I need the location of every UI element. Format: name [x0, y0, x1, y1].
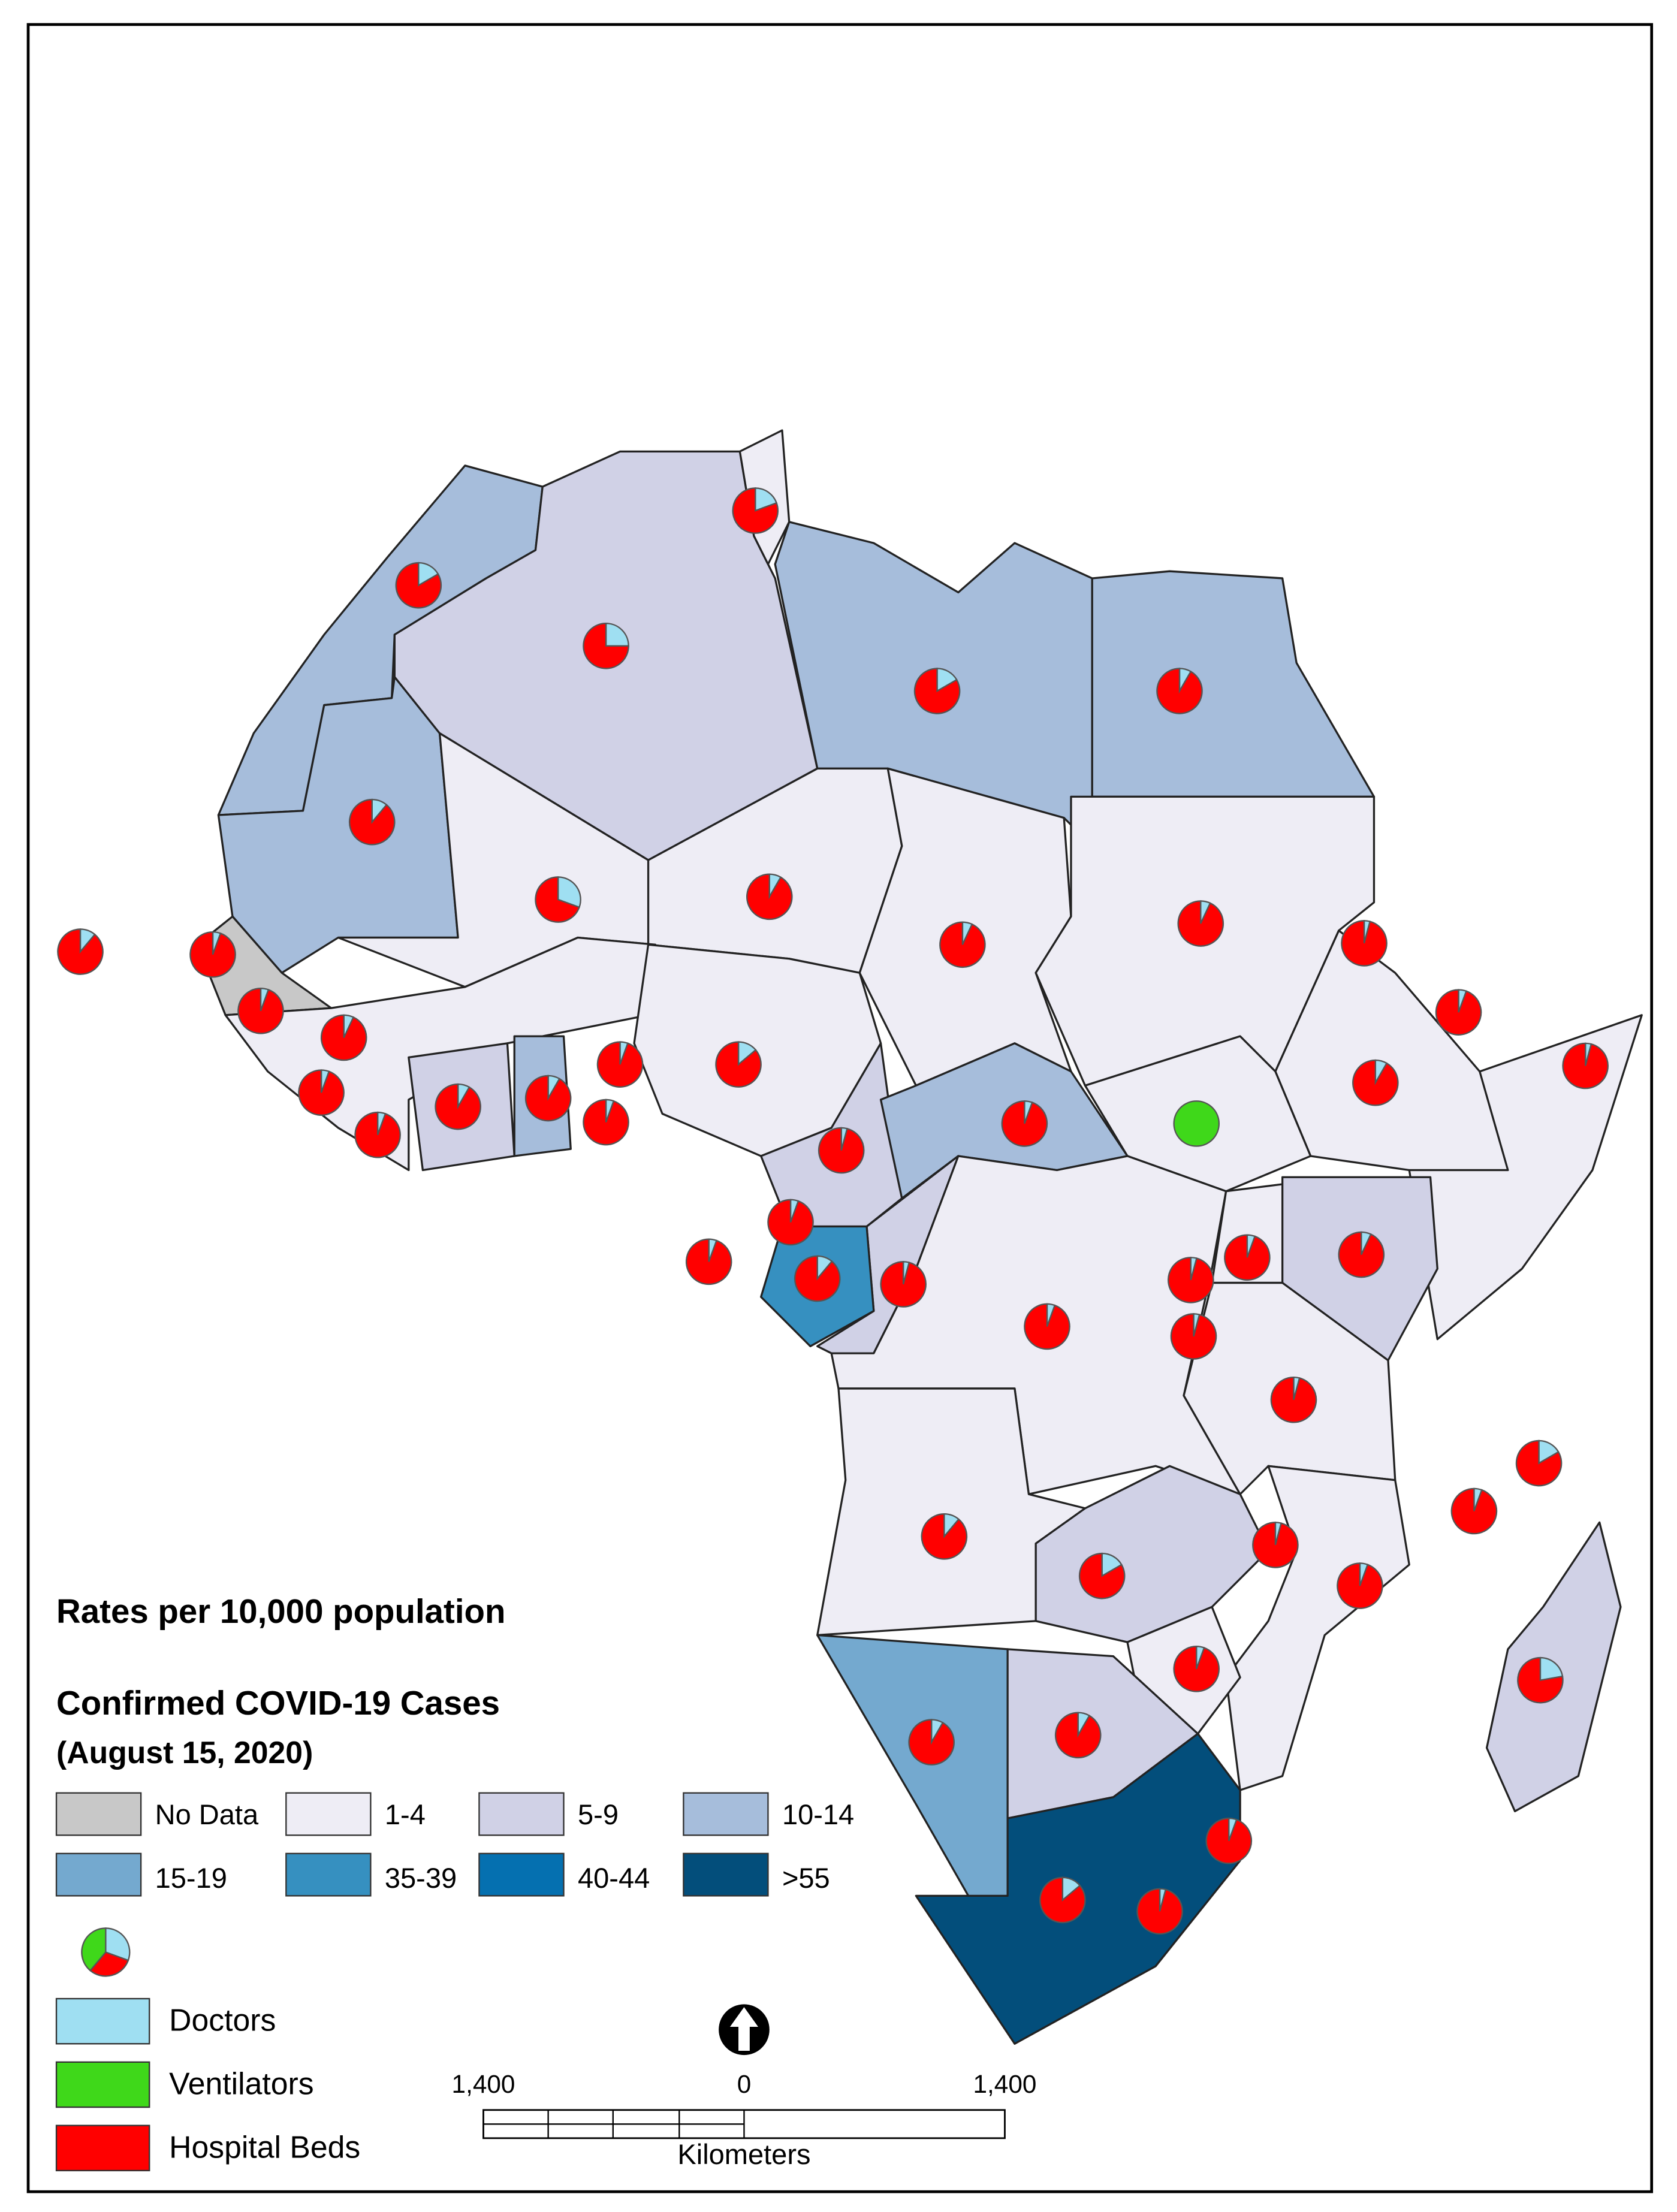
legend-label: Doctors — [169, 2003, 276, 2038]
pie-slice — [746, 873, 793, 921]
pie-slice — [908, 1719, 955, 1766]
pie-slice — [1341, 920, 1388, 967]
pie-slice — [89, 1951, 129, 1977]
pie-slice — [1352, 1059, 1399, 1106]
pie-slice — [1156, 668, 1203, 714]
pie-symbol — [1173, 1100, 1220, 1147]
pie-slice — [298, 1069, 345, 1116]
legend-swatch — [683, 1852, 769, 1897]
legend-label: 15-19 — [155, 1862, 227, 1894]
legend-title: Rates per 10,000 population — [56, 1592, 505, 1630]
legend-label: >55 — [782, 1862, 830, 1894]
pie-slice — [354, 1111, 401, 1158]
scale-label: 1,400 — [452, 2070, 515, 2098]
pie-slice — [913, 668, 961, 714]
pie-slice — [1270, 1376, 1317, 1423]
pie-slice — [1338, 1231, 1385, 1278]
legend-swatch — [285, 1852, 372, 1897]
pie-slice — [921, 1513, 968, 1560]
legend-swatch — [478, 1852, 565, 1897]
pie-slice — [1078, 1552, 1126, 1600]
pie-slice — [237, 987, 284, 1034]
legend-label: 35-39 — [385, 1862, 457, 1894]
legend-label: 40-44 — [578, 1862, 650, 1894]
scale-bar: 1,400 0 1,400 Kilometers — [452, 2070, 1037, 2170]
pie-slice — [767, 1199, 814, 1246]
pie-slice — [1539, 1656, 1564, 1682]
pie-slice — [1024, 1303, 1070, 1350]
legend-date: (August 15, 2020) — [56, 1735, 313, 1770]
legend-swatch — [55, 1997, 150, 2045]
legend-label: 1-4 — [385, 1798, 426, 1830]
pie-slice — [939, 921, 986, 968]
country — [1408, 1014, 1643, 1341]
scale-label: 0 — [737, 2070, 752, 2098]
pie-slice — [1450, 1487, 1498, 1535]
pie-slice — [583, 1099, 629, 1146]
pie-slice — [1001, 1100, 1048, 1147]
pie-slice — [395, 562, 442, 609]
pie-slice — [1515, 1440, 1563, 1487]
legend-label: 10-14 — [782, 1798, 854, 1830]
legend-swatch — [683, 1792, 769, 1836]
pie-slice — [1224, 1234, 1271, 1281]
pie-slice — [557, 876, 581, 909]
pie-slice — [1205, 1817, 1253, 1864]
pie-slice — [685, 1238, 732, 1285]
pie-slice — [435, 1083, 481, 1130]
legend-subtitle: Confirmed COVID-19 Cases — [56, 1684, 500, 1722]
pie-slice — [189, 931, 236, 978]
legend-label: 5-9 — [578, 1798, 619, 1830]
pie-slice — [1517, 1656, 1564, 1704]
legend: No Data 1-4 5-9 10-14 15-19 35-39 40-44 >55 Doct… — [55, 1792, 854, 2172]
pie-slice — [1136, 1888, 1183, 1935]
pie-slice — [320, 1014, 367, 1061]
pie-slice — [1435, 989, 1482, 1036]
scale-label: 1,400 — [973, 2070, 1037, 2098]
scale-unit: Kilometers — [677, 2138, 810, 2170]
pie-slice — [1337, 1562, 1383, 1609]
legend-swatch — [478, 1792, 565, 1836]
pie-slice — [732, 487, 779, 534]
legend-swatch — [55, 1852, 142, 1897]
legend-label: Ventilators — [169, 2066, 314, 2101]
north-arrow — [719, 2004, 770, 2056]
country — [1224, 1465, 1410, 1791]
pie-slice — [1173, 1646, 1220, 1692]
pie-slice — [880, 1261, 927, 1308]
pie-slice — [81, 1927, 107, 1972]
legend-swatch — [55, 1792, 142, 1836]
pie-slice — [583, 623, 629, 669]
pie-slice — [524, 1075, 572, 1122]
pie-slice — [1168, 1257, 1214, 1303]
pie-symbols — [57, 487, 1609, 1935]
pie-slice — [794, 1255, 841, 1302]
legend-label: Hospital Beds — [169, 2129, 360, 2164]
pie-slice — [105, 1927, 131, 1961]
legend-swatch — [55, 2061, 150, 2108]
pie-slice — [1054, 1712, 1102, 1759]
pie-slice — [1177, 900, 1224, 947]
pie-slice — [1039, 1876, 1086, 1924]
pie-slice — [1170, 1313, 1217, 1360]
legend-swatch — [55, 2125, 150, 2172]
pie-slice — [596, 1041, 644, 1088]
pie-slice — [605, 623, 629, 647]
legend-label: No Data — [155, 1798, 259, 1830]
pie-slice — [1252, 1522, 1299, 1568]
pie-slice — [1562, 1042, 1609, 1090]
legend-swatch — [285, 1792, 372, 1836]
pie-slice — [715, 1041, 762, 1088]
pie-slice — [57, 928, 104, 975]
pie-slice — [818, 1127, 865, 1174]
pie-slice — [348, 798, 396, 846]
pie-slice — [535, 876, 580, 923]
